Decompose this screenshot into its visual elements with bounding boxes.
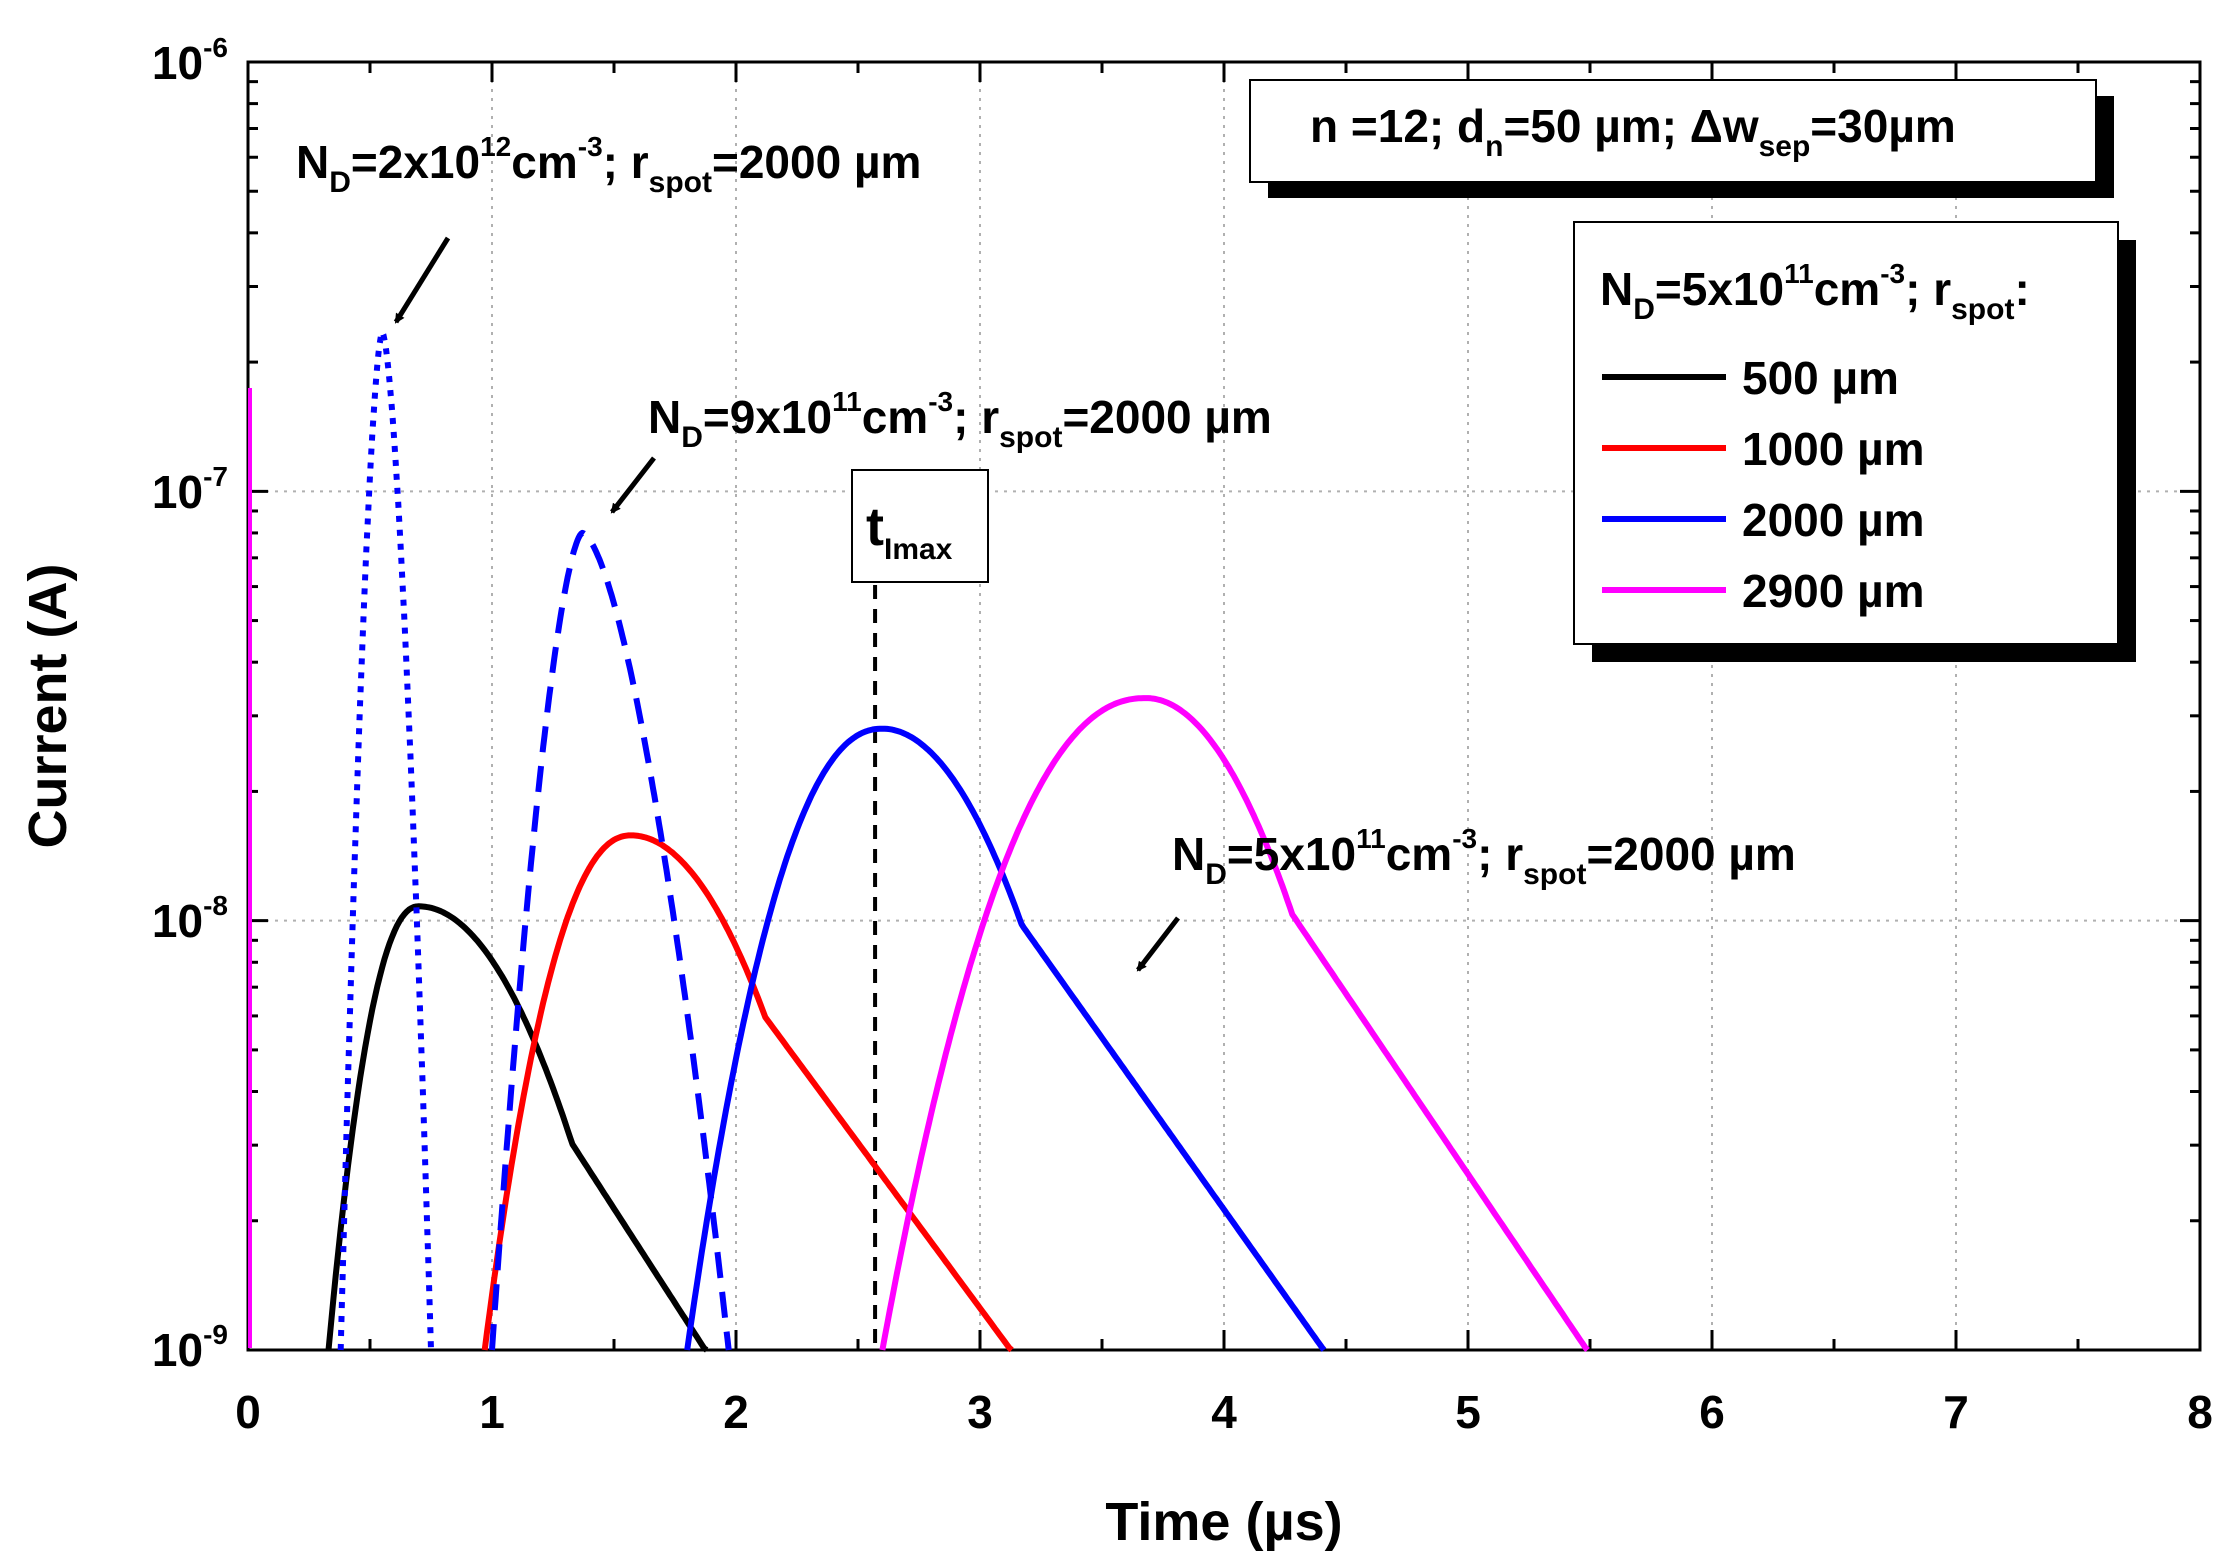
x-tick-label: 5 bbox=[1455, 1386, 1481, 1438]
legend-label-2000: 2000 µm bbox=[1742, 494, 1925, 546]
x-tick-label: 1 bbox=[479, 1386, 505, 1438]
series-line-2 bbox=[684, 725, 1327, 1352]
legend-label-500: 500 µm bbox=[1742, 352, 1899, 404]
x-tick-label: 8 bbox=[2187, 1386, 2213, 1438]
series-line-4 bbox=[337, 329, 434, 1351]
y-tick-label: 10-6 bbox=[152, 32, 228, 89]
annotation-nd-9e11: ND=9x1011cm-3; rspot=2000 µm bbox=[648, 386, 1272, 454]
legend-label-2900: 2900 µm bbox=[1742, 565, 1925, 617]
params-text: n =12; dn=50 µm; Δwsep=30µm bbox=[1310, 100, 1956, 163]
annotation-nd-5e11: ND=5x1011cm-3; rspot=2000 µm bbox=[1172, 823, 1796, 891]
x-tick-label: 6 bbox=[1699, 1386, 1725, 1438]
y-tick-label: 10-9 bbox=[152, 1319, 228, 1376]
legend-items: 500 µm 1000 µm 2000 µm 2900 µm bbox=[1602, 352, 1925, 617]
legend-title: ND=5x1011cm-3; rspot: bbox=[1600, 258, 2030, 326]
x-tick-label: 7 bbox=[1943, 1386, 1969, 1438]
y-tick-labels: 10-9 10-8 10-7 10-6 bbox=[152, 32, 228, 1376]
legend-box bbox=[1573, 221, 2119, 645]
annotation-arrow-nd-9e11 bbox=[610, 456, 656, 514]
t-imax-label: tImax bbox=[866, 497, 953, 566]
x-tick-label: 3 bbox=[967, 1386, 993, 1438]
y-tick-label: 10-7 bbox=[152, 461, 228, 518]
t-imax-box bbox=[851, 469, 989, 583]
series-line-1 bbox=[481, 832, 1014, 1353]
series-line-5 bbox=[489, 529, 732, 1351]
x-axis-label: Time (µs) bbox=[1105, 1492, 1342, 1552]
x-tick-labels: 0 1 2 3 4 5 6 7 8 bbox=[235, 1386, 2213, 1438]
series-group bbox=[325, 329, 1590, 1353]
series-line-3 bbox=[879, 695, 1590, 1352]
annotation-arrow-nd-5e11 bbox=[1136, 916, 1180, 972]
grid bbox=[248, 62, 2200, 1350]
x-tick-label: 4 bbox=[1211, 1386, 1237, 1438]
x-tick-label: 2 bbox=[723, 1386, 749, 1438]
y-axis-label: Current (A) bbox=[18, 564, 78, 849]
annotation-arrow-nd-2e12 bbox=[393, 236, 451, 324]
legend-label-1000: 1000 µm bbox=[1742, 423, 1925, 475]
y-tick-label: 10-8 bbox=[152, 890, 228, 947]
annotation-nd-2e12: ND=2x1012cm-3; rspot=2000 µm bbox=[296, 131, 921, 199]
params-box bbox=[1249, 79, 2097, 183]
x-tick-label: 0 bbox=[235, 1386, 261, 1438]
